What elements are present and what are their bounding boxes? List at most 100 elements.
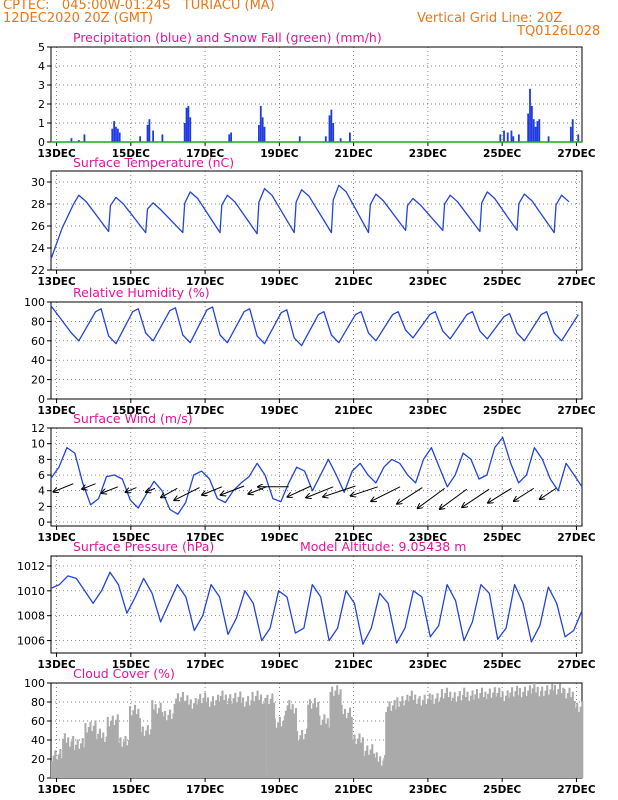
cloud-bar-182: [337, 694, 340, 778]
cloud-bar-42: [117, 742, 120, 778]
cloud-bar-266: [471, 690, 474, 778]
cloud-bar-207: [377, 761, 380, 778]
cloud-bar-233: [418, 696, 421, 778]
cloud-bar-147: [282, 721, 285, 778]
cloud-bar-32: [102, 732, 105, 778]
cloud-bar-239: [428, 693, 431, 778]
cloud-bar-71: [164, 710, 167, 778]
wind-ytick-label-4: 8: [38, 453, 45, 466]
cloud-bar-255: [453, 692, 456, 778]
cloud-bar-246: [439, 697, 442, 778]
cloud-date-label-6: 25DEC: [483, 784, 522, 796]
temp-date-label-7: 27DEC: [557, 276, 596, 288]
cloud-bar-96: [204, 692, 207, 778]
cloud-bar-322: [560, 693, 563, 778]
rh-date-label-0: 13DEC: [37, 405, 76, 417]
cloud-bar-153: [291, 704, 294, 778]
cloud-bar-74: [169, 709, 172, 778]
cloud-bar-62: [150, 729, 153, 778]
cloud-bar-286: [503, 701, 506, 778]
wind-arrow-15: [371, 486, 401, 501]
precip-ytick-label-1: 1: [38, 117, 45, 130]
cloud-bar-90: [194, 698, 197, 778]
cloud-date-label-5: 23DEC: [409, 784, 448, 796]
precip-bar-7: [118, 132, 121, 142]
wind-arrow-17: [418, 487, 445, 508]
cloud-bar-244: [436, 693, 439, 778]
cloud-bar-101: [211, 696, 215, 778]
cloud-bar-60: [146, 725, 149, 778]
cloud-bar-320: [557, 689, 560, 778]
precip-bar-26: [330, 109, 333, 142]
cloud-bar-263: [466, 691, 469, 778]
wind-ytick-label-2: 4: [38, 485, 45, 498]
cloud-bar-258: [458, 690, 461, 778]
cloud-bar-216: [391, 705, 394, 778]
cloud-bar-251: [447, 697, 450, 778]
precip-bar-33: [510, 130, 513, 142]
cloud-bar-152: [289, 709, 293, 778]
precip-ytick-label-2: 2: [38, 98, 45, 111]
temp-date-label-0: 13DEC: [37, 276, 76, 288]
temp-date-label-6: 25DEC: [483, 276, 522, 288]
cloud-bar-53: [135, 714, 138, 778]
cloud-bar-210: [382, 760, 385, 778]
cloud-bar-119: [240, 702, 243, 778]
cloud-bar-162: [306, 728, 309, 778]
cloud-bar-51: [132, 710, 135, 778]
cloud-bar-234: [420, 705, 423, 778]
press-line: [50, 571, 583, 645]
wind-arrow-19: [462, 488, 490, 507]
cloud-bar-277: [488, 688, 491, 778]
cloud-bar-201: [367, 754, 370, 778]
cloud-bar-224: [404, 700, 407, 778]
cloud-bar-189: [348, 707, 352, 778]
cloud-bar-23: [87, 727, 90, 778]
cloud-bar-211: [384, 755, 387, 778]
cloud-bar-254: [452, 697, 455, 778]
cloud-bar-287: [504, 695, 508, 778]
wind-date-label-3: 19DEC: [260, 532, 299, 544]
wind-arrow-18: [440, 488, 468, 509]
cloud-bar-291: [511, 687, 514, 778]
precip-bar-17: [228, 134, 231, 142]
cloud-bar-265: [469, 695, 472, 778]
cloud-ytick-label-0: 0: [38, 772, 45, 785]
cloud-bar-133: [262, 703, 265, 778]
cloud-bar-104: [216, 694, 220, 778]
cloud-bar-335: [581, 701, 584, 778]
cloud-bar-39: [113, 724, 116, 778]
wind-date-label-2: 17DEC: [186, 532, 225, 544]
cloud-bar-69: [161, 712, 164, 778]
cloud-bar-165: [310, 708, 313, 778]
cloud-bar-223: [403, 705, 406, 778]
precip-bar-2: [83, 134, 86, 142]
cloud-bar-38: [111, 715, 114, 778]
cloud-bar-252: [449, 691, 452, 778]
cloud-bar-64: [152, 709, 156, 778]
cloud-bar-298: [522, 691, 525, 778]
wind-arrow-7: [202, 486, 223, 495]
cloud-bar-17: [78, 748, 81, 778]
precip-bar-4: [113, 121, 116, 142]
rh-title: Relative Humidity (%): [73, 285, 210, 300]
cloud-bar-172: [321, 719, 324, 778]
cloud-bar-194: [356, 738, 359, 778]
rh-ytick-label-4: 80: [31, 315, 45, 328]
cloud-bar-159: [301, 729, 304, 778]
cloud-bar-94: [200, 703, 203, 778]
precip-bar-42: [538, 119, 541, 142]
cloud-bar-293: [514, 691, 517, 778]
cloud-bar-82: [181, 691, 184, 778]
cloud-bar-323: [562, 687, 565, 778]
cloud-bar-116: [235, 702, 238, 778]
cloud-bar-294: [516, 685, 519, 778]
cloud-bar-35: [106, 717, 109, 778]
temp-date-label-1: 15DEC: [112, 276, 151, 288]
cloud-bar-30: [98, 728, 101, 778]
temp-date-label-2: 17DEC: [186, 276, 225, 288]
cloud-bar-157: [297, 740, 300, 778]
cloud-bar-134: [264, 698, 267, 778]
precip-bar-1: [77, 140, 80, 142]
